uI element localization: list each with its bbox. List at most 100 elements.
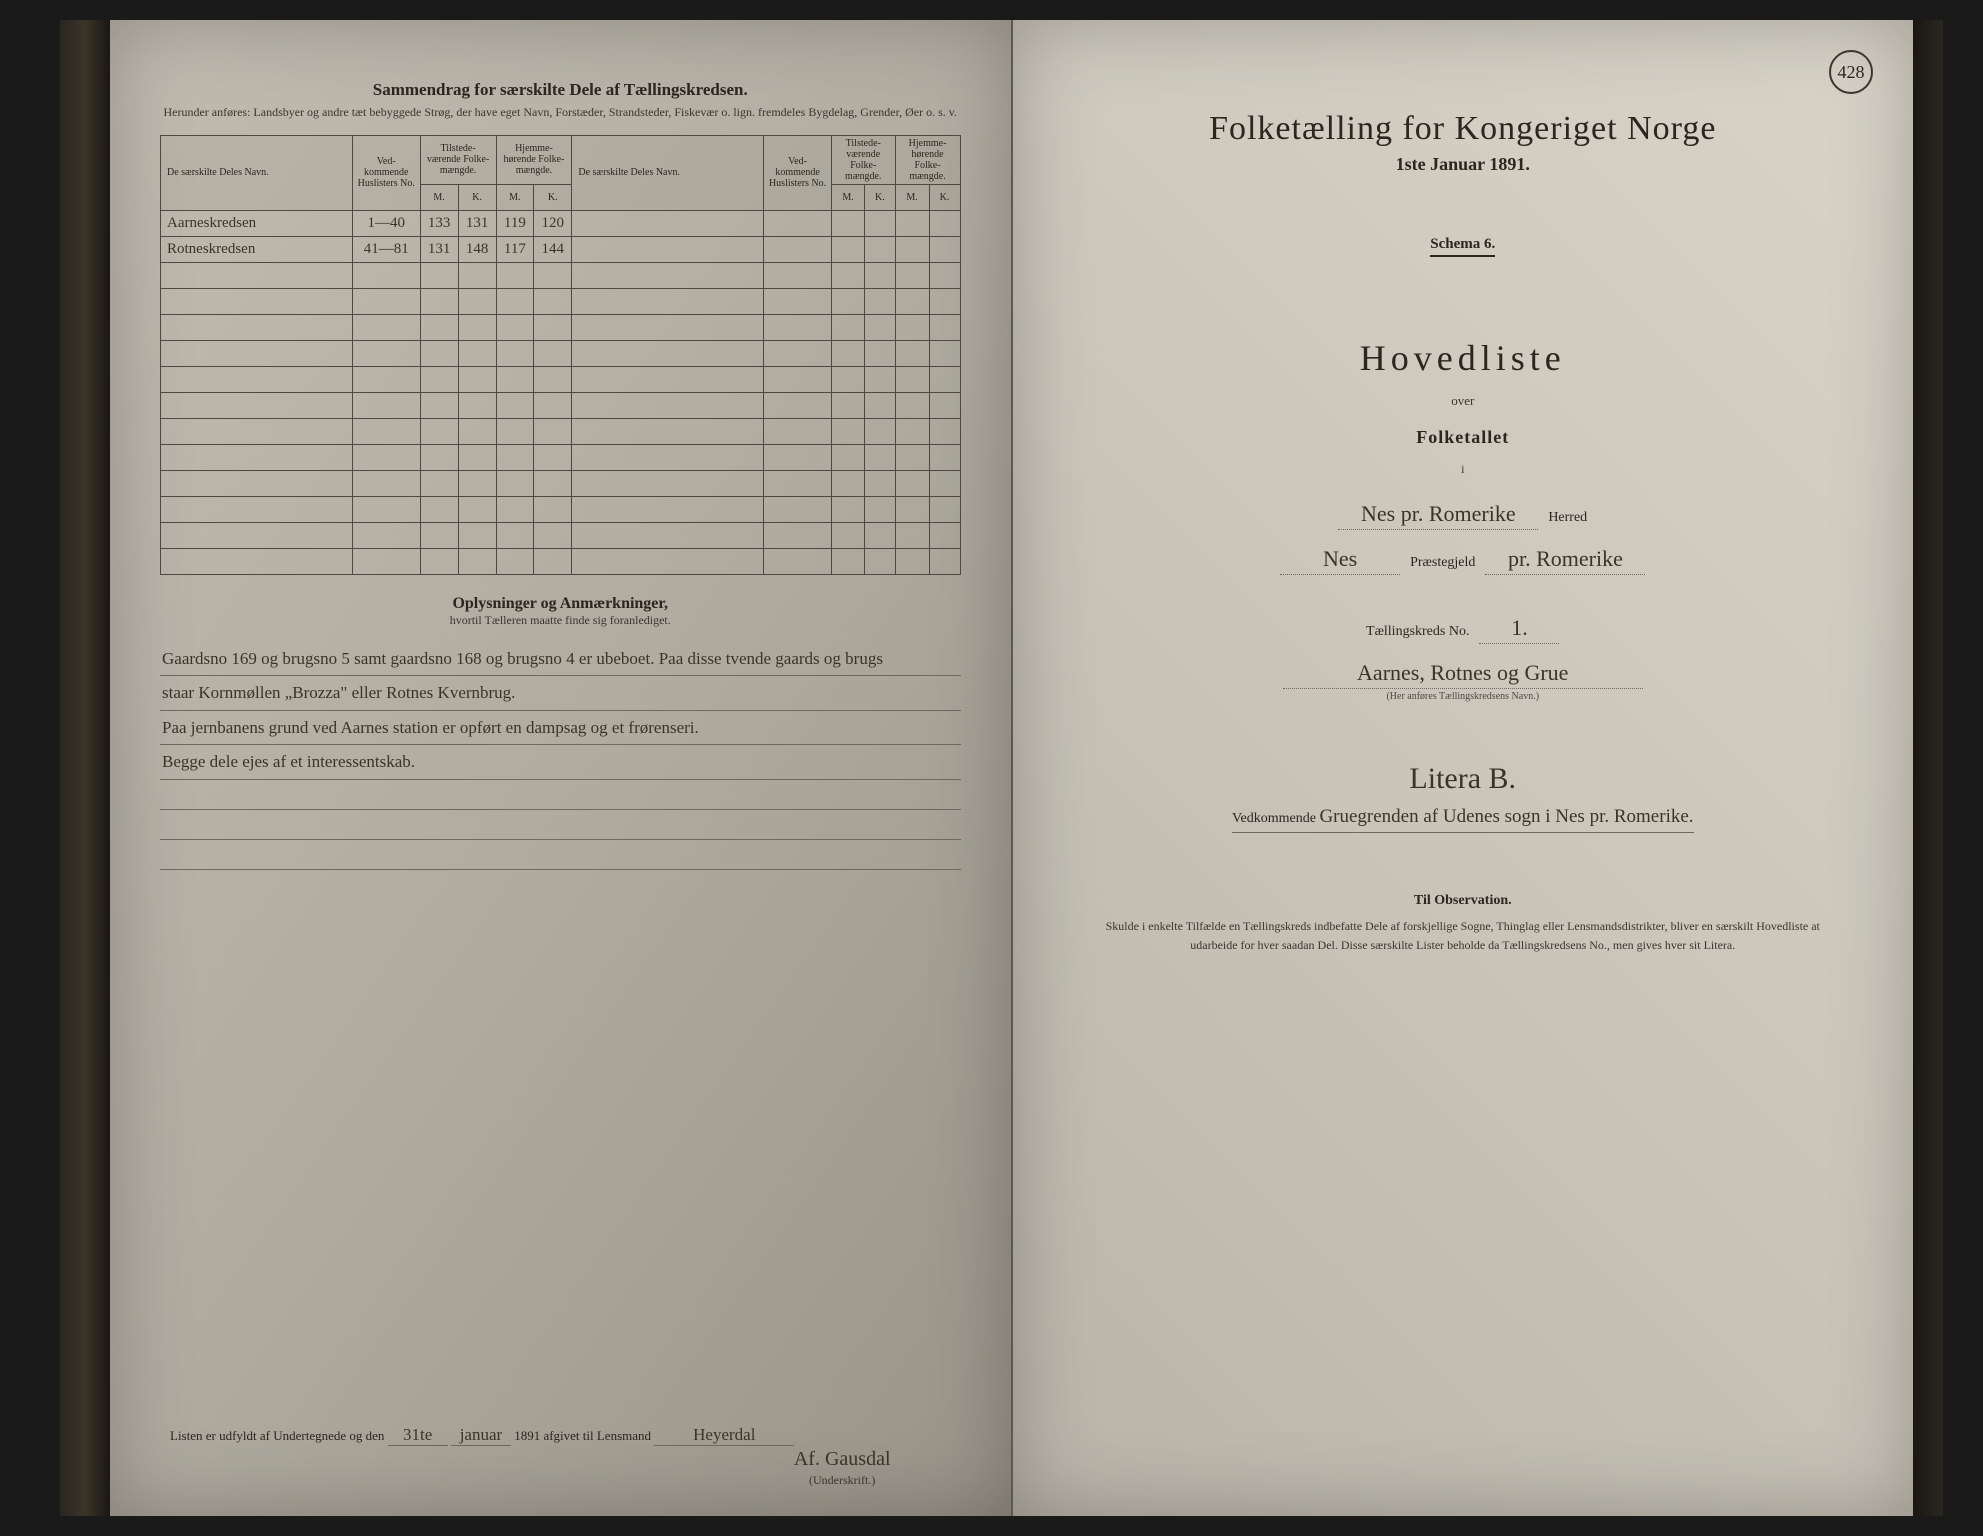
prgj-label: Præstegjeld	[1410, 555, 1475, 571]
table-cell	[572, 340, 764, 366]
table-row: Aarneskredsen1—40133131119120	[161, 210, 961, 236]
census-date: 1ste Januar 1891.	[1063, 154, 1864, 175]
table-cell	[458, 444, 496, 470]
table-cell	[764, 522, 832, 548]
vedkommende-line: Vedkommende Gruegrenden af Udenes sogn i…	[1232, 806, 1694, 833]
table-cell	[929, 366, 960, 392]
table-cell	[496, 418, 534, 444]
table-cell: 119	[496, 210, 534, 236]
table-cell	[895, 418, 929, 444]
table-cell	[764, 418, 832, 444]
table-row	[161, 392, 961, 418]
signature: Af. Gausdal	[794, 1448, 891, 1471]
table-cell	[929, 522, 960, 548]
table-cell	[865, 340, 895, 366]
table-cell	[865, 288, 895, 314]
table-cell	[831, 496, 864, 522]
right-page: 428 Folketælling for Kongeriget Norge 1s…	[1013, 20, 1914, 1516]
table-cell	[496, 444, 534, 470]
table-cell	[458, 340, 496, 366]
table-cell	[831, 288, 864, 314]
table-cell	[929, 340, 960, 366]
col-m: M.	[895, 184, 929, 210]
footer-attestation: Listen er udfyldt af Undertegnede og den…	[170, 1425, 951, 1446]
table-cell	[764, 548, 832, 574]
table-cell	[420, 366, 458, 392]
table-cell	[496, 522, 534, 548]
table-cell	[764, 392, 832, 418]
table-cell	[572, 366, 764, 392]
table-cell	[352, 262, 420, 288]
table-cell	[764, 366, 832, 392]
footer-lensmand: Heyerdal	[654, 1425, 794, 1446]
table-cell	[534, 496, 572, 522]
table-row	[161, 418, 961, 444]
prgj-value: Nes	[1280, 546, 1400, 575]
col-name2: De særskilte Deles Navn.	[572, 135, 764, 210]
table-cell	[352, 444, 420, 470]
table-cell	[572, 444, 764, 470]
col-tilst2: Tilstede-værende Folke-mængde.	[831, 135, 895, 184]
table-cell	[764, 496, 832, 522]
table-cell	[572, 236, 764, 262]
table-cell	[764, 470, 832, 496]
table-cell	[458, 548, 496, 574]
table-row	[161, 340, 961, 366]
table-cell	[929, 236, 960, 262]
kreds-name-row: Aarnes, Rotnes og Grue	[1063, 660, 1864, 689]
table-cell	[420, 548, 458, 574]
table-cell	[496, 366, 534, 392]
table-cell	[420, 418, 458, 444]
notes-line	[160, 810, 961, 840]
table-cell	[420, 444, 458, 470]
table-row	[161, 366, 961, 392]
table-cell	[865, 444, 895, 470]
table-cell	[161, 496, 353, 522]
kreds-label: Tællingskreds No.	[1366, 624, 1469, 640]
notes-subtitle: hvortil Tælleren maatte finde sig foranl…	[160, 613, 961, 628]
notes-line: Begge dele ejes af et interessentskab.	[160, 745, 961, 780]
table-cell	[895, 236, 929, 262]
footer-year: 1891 afgivet til Lensmand	[514, 1428, 651, 1443]
table-cell	[865, 522, 895, 548]
table-cell	[764, 340, 832, 366]
table-cell	[420, 392, 458, 418]
table-cell: Aarneskredsen	[161, 210, 353, 236]
table-row	[161, 314, 961, 340]
table-cell	[895, 522, 929, 548]
table-cell	[831, 366, 864, 392]
table-cell	[420, 288, 458, 314]
table-cell	[865, 236, 895, 262]
table-cell	[458, 470, 496, 496]
summary-subtitle: Herunder anføres: Landsbyer og andre tæt…	[160, 104, 961, 121]
table-cell	[572, 548, 764, 574]
census-title: Folketælling for Kongeriget Norge	[1063, 110, 1864, 148]
table-cell: 144	[534, 236, 572, 262]
kreds-name: Aarnes, Rotnes og Grue	[1283, 660, 1643, 689]
book-spread: Sammendrag for særskilte Dele af Tælling…	[60, 20, 1943, 1516]
table-cell	[865, 470, 895, 496]
table-cell: 1—40	[352, 210, 420, 236]
table-cell	[496, 548, 534, 574]
table-cell	[572, 418, 764, 444]
table-cell	[458, 366, 496, 392]
table-cell: 41—81	[352, 236, 420, 262]
table-cell	[929, 262, 960, 288]
table-cell	[420, 340, 458, 366]
table-cell	[831, 470, 864, 496]
kreds-caption: (Her anføres Tællingskredsens Navn.)	[1063, 691, 1864, 702]
table-cell	[534, 262, 572, 288]
table-cell	[895, 288, 929, 314]
table-cell	[420, 262, 458, 288]
table-cell	[161, 470, 353, 496]
table-cell	[865, 548, 895, 574]
table-cell	[572, 288, 764, 314]
table-cell	[831, 236, 864, 262]
table-cell	[895, 340, 929, 366]
table-cell	[534, 288, 572, 314]
table-cell	[352, 288, 420, 314]
kreds-no-row: Tællingskreds No. 1.	[1063, 615, 1864, 644]
table-cell	[458, 418, 496, 444]
spine-right	[1913, 20, 1943, 1516]
table-cell	[831, 210, 864, 236]
